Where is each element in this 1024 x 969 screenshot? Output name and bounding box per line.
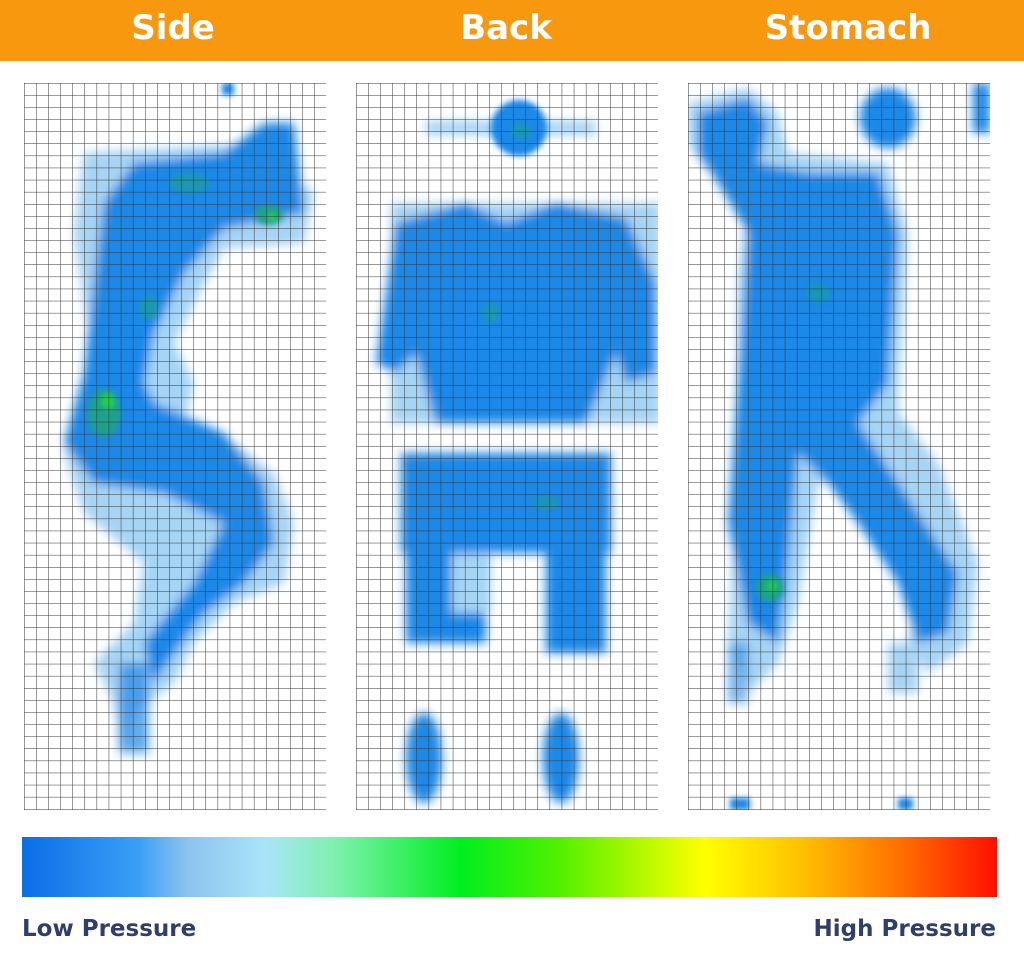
pressure-color-scale (22, 837, 997, 897)
pressure-map-stomach (688, 83, 990, 810)
pressure-map-back (356, 83, 658, 810)
header-bar: Side Back Stomach (0, 0, 1024, 61)
high-pressure-label: High Pressure (813, 916, 996, 942)
low-pressure-label: Low Pressure (22, 916, 197, 942)
position-title-stomach: Stomach (764, 8, 932, 48)
pressure-map-side (24, 83, 326, 810)
position-title-side: Side (131, 8, 215, 48)
position-title-back: Back (460, 8, 552, 48)
